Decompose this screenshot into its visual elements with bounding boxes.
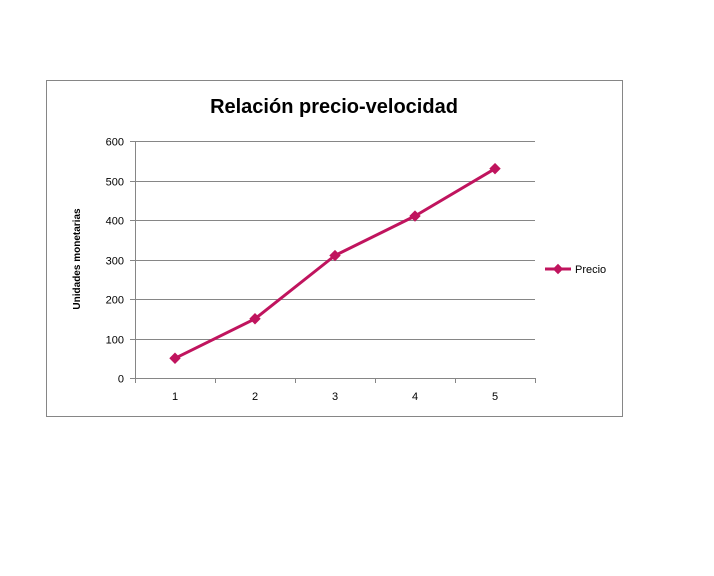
data-point [489, 162, 501, 175]
legend: Precio [545, 263, 606, 276]
x-axis: 1 2 3 4 5 [135, 378, 536, 403]
data-point [329, 249, 341, 262]
y-axis: 0 100 200 300 400 500 600 [106, 137, 136, 386]
y-tick-label: 300 [106, 256, 124, 268]
data-point [409, 210, 421, 222]
x-tick-label: 1 [172, 391, 178, 403]
y-axis-title: Unidades monetarias [72, 208, 83, 310]
y-tick-label: 500 [106, 177, 124, 189]
legend-marker [552, 263, 564, 275]
data-point [169, 352, 181, 364]
series-layer [169, 162, 501, 364]
x-tick-label: 5 [492, 391, 498, 403]
y-tick-label: 400 [106, 216, 124, 228]
data-point [249, 313, 261, 325]
chart-title: Relación precio-velocidad [210, 96, 458, 118]
y-tick-label: 100 [106, 335, 124, 347]
x-tick-label: 4 [412, 391, 418, 403]
x-tick-label: 2 [252, 391, 258, 403]
y-tick-label: 0 [118, 374, 124, 386]
chart-frame [46, 80, 623, 417]
legend-label-precio: Precio [575, 264, 606, 276]
y-tick-label: 600 [106, 137, 124, 149]
y-tick-label: 200 [106, 295, 124, 307]
x-tick-label: 3 [332, 391, 338, 403]
